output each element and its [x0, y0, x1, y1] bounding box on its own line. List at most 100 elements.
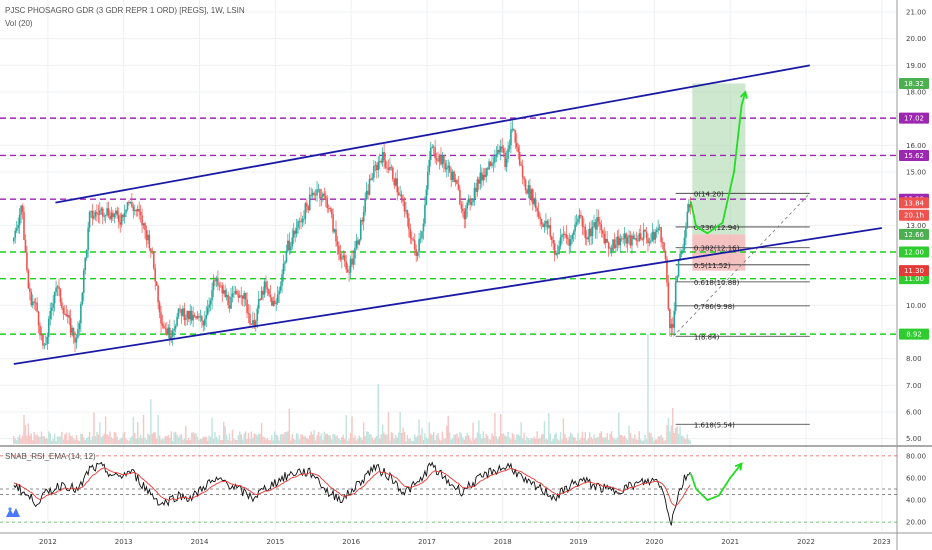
candle-body: [510, 129, 512, 146]
candle-body: [451, 171, 454, 180]
volume-bar: [626, 439, 629, 444]
volume-bar: [166, 436, 168, 444]
volume-bar: [663, 440, 665, 444]
volume-bar: [495, 436, 498, 444]
volume-bar: [472, 422, 474, 444]
candle-body: [380, 160, 382, 163]
volume-bar: [422, 439, 425, 444]
volume-bar: [597, 437, 600, 444]
volume-bar: [278, 440, 280, 444]
candle-body: [34, 302, 37, 304]
candle-body: [131, 201, 133, 207]
volume-bar: [153, 432, 155, 444]
volume-bar: [24, 425, 27, 444]
candle-body: [364, 199, 366, 213]
fib-label-0.618: 0.618(10.88): [694, 279, 740, 287]
candle-body: [148, 234, 151, 249]
volume-bar: [106, 434, 108, 444]
volume-bar: [256, 435, 258, 444]
volume-bar: [664, 440, 667, 444]
candle-body: [343, 255, 346, 262]
volume-bar: [211, 417, 213, 444]
rsi-forecast-curve: [689, 463, 743, 501]
candle-body: [610, 247, 613, 251]
volume-bar: [600, 431, 603, 444]
candle-body: [43, 344, 46, 346]
candle-body: [583, 226, 585, 228]
candle-body: [670, 324, 673, 329]
time-tick-2015: 2015: [266, 538, 284, 546]
candle-body: [81, 292, 84, 305]
candle-body: [533, 199, 536, 205]
candle-body: [352, 258, 355, 265]
candle-body: [548, 225, 550, 228]
volume-bar: [52, 438, 54, 444]
volume-bar: [234, 439, 237, 444]
volume-bar: [505, 436, 508, 444]
candle-body: [492, 162, 495, 164]
volume-bar: [119, 438, 121, 444]
volume-bar: [97, 434, 100, 444]
candle-body: [295, 228, 298, 234]
volume-bar: [584, 432, 586, 444]
candle-body: [655, 230, 658, 233]
candle-body: [520, 164, 522, 166]
candle-body: [618, 236, 620, 246]
candle-body: [402, 198, 404, 202]
candle-body: [408, 218, 410, 230]
candle-body: [78, 323, 81, 330]
volume-bar: [125, 438, 127, 444]
candle-body: [348, 272, 350, 274]
candle-body: [540, 218, 543, 225]
volume-bar: [399, 411, 401, 444]
candle-body: [427, 171, 429, 190]
candle-body: [374, 165, 377, 166]
volume-bar: [449, 432, 451, 444]
volume-bar: [535, 439, 537, 444]
volume-bar: [144, 437, 146, 444]
candle-body: [163, 325, 165, 329]
candle-body: [31, 301, 34, 306]
volume-bar: [287, 431, 289, 444]
volume-bar: [583, 437, 585, 444]
candle-body: [100, 208, 103, 211]
fibonacci-retracement[interactable]: 0(14.20) 0.236(12.94) 0.382(12.16) 0.5(11.5…: [673, 190, 811, 429]
volume-bar: [155, 438, 158, 444]
candle-body: [306, 203, 308, 207]
candle-body: [217, 277, 219, 286]
price-badge-0-bg: [899, 77, 929, 89]
candle-body: [572, 231, 575, 235]
volume-bar: [288, 408, 291, 444]
volume-bar: [418, 419, 420, 444]
candle-body: [23, 212, 25, 240]
volume-bar: [530, 437, 533, 444]
candle-body: [580, 214, 582, 217]
volume-bar: [236, 440, 238, 444]
candle-body: [101, 208, 104, 217]
volume-bar: [438, 439, 441, 444]
trend-channel[interactable]: [13, 64, 882, 365]
time-axis[interactable]: 2012 2013 2014 2015 2016 2017 2018 2019 2020 2021…: [39, 538, 891, 546]
volume-bar: [425, 437, 428, 444]
candle-body: [326, 198, 329, 209]
candle-body: [663, 242, 665, 252]
volume-bar: [371, 437, 374, 444]
candle-body: [303, 218, 305, 220]
candle-body: [243, 293, 245, 299]
volume-bar: [559, 431, 562, 444]
candle-body: [473, 187, 476, 199]
volume-bar: [446, 425, 448, 444]
volume-bar: [134, 432, 136, 444]
candle-body: [88, 211, 91, 228]
candle-body: [415, 249, 417, 256]
candle-body: [553, 243, 556, 255]
forecast-arrow[interactable]: [689, 90, 748, 235]
volume-bar: [227, 440, 229, 444]
volume-bar: [485, 434, 487, 444]
candle-body: [263, 281, 266, 295]
price-axis[interactable]: 5.006.007.008.009.0010.0011.0012.0013.00…: [899, 9, 929, 527]
volume-bar: [246, 439, 248, 444]
volume-bar: [329, 435, 331, 444]
candle-body: [550, 236, 553, 240]
